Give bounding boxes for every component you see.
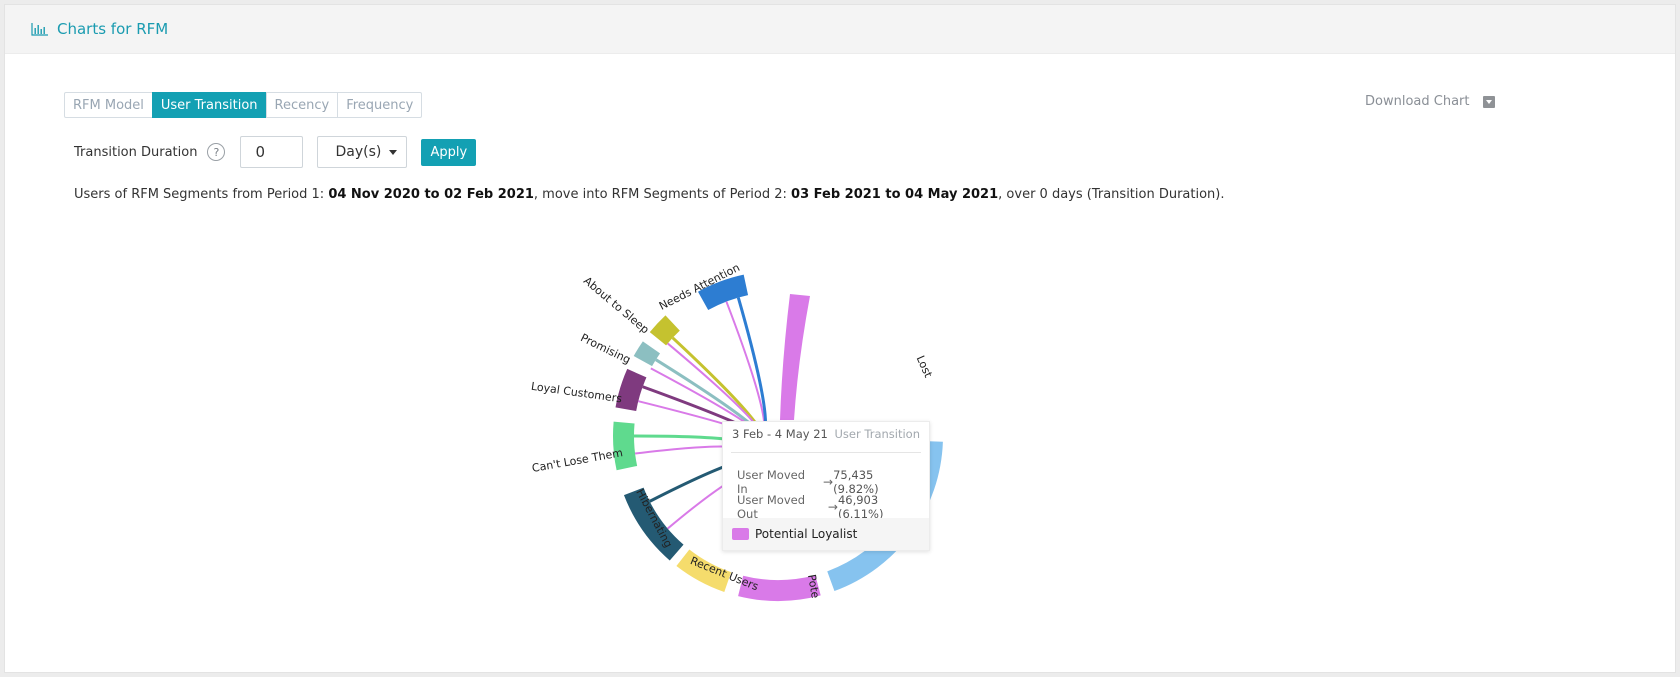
tooltip-legend: Potential Loyalist <box>723 518 929 550</box>
download-chart-button[interactable]: Download Chart <box>1365 94 1496 109</box>
arrow-right-icon: → <box>823 474 834 489</box>
desc-text-3: , over 0 days (Transition Duration). <box>998 187 1225 202</box>
moved-in-label: User Moved In <box>737 467 806 496</box>
tab-recency[interactable]: Recency <box>265 92 339 118</box>
chord-label-loyal-customers: Loyal Customers <box>530 380 623 406</box>
transition-duration-row: Transition Duration ? Day(s) Apply <box>74 136 477 168</box>
period-1: 04 Nov 2020 to 02 Feb 2021 <box>328 187 534 202</box>
panel-header: Charts for RFM <box>5 5 1675 54</box>
tooltip-type: User Transition <box>834 427 920 441</box>
period-2: 03 Feb 2021 to 04 May 2021 <box>791 187 999 202</box>
chart-tooltip: 3 Feb - 4 May 21 User Transition User Mo… <box>722 421 930 551</box>
transition-duration-label: Transition Duration <box>74 144 198 160</box>
tab-frequency[interactable]: Frequency <box>337 92 423 118</box>
tooltip-moved-in-row: User Moved In → 75,435 (9.82%) <box>723 467 929 496</box>
chord-arc-needs-attention[interactable] <box>698 274 749 311</box>
tab-user-transition[interactable]: User Transition <box>151 92 267 118</box>
moved-out-value: 46,903 (6.11%) <box>837 492 884 521</box>
duration-unit-value: Day(s) <box>335 144 382 160</box>
download-chart-label: Download Chart <box>1365 94 1470 109</box>
help-icon[interactable]: ? <box>207 143 226 161</box>
tab-rfm-model[interactable]: RFM Model <box>64 92 153 118</box>
panel-title: Charts for RFM <box>57 20 169 38</box>
desc-text-1: Users of RFM Segments from Period 1: <box>74 187 329 202</box>
chord-arc-recent-users[interactable] <box>676 549 732 593</box>
tooltip-segment: Potential Loyalist <box>755 527 858 541</box>
chord-arc-about-to-sleep[interactable] <box>649 315 680 346</box>
chord-label-lost: Lost <box>914 354 935 381</box>
moved-in-value: 75,435 (9.82%) <box>833 467 879 496</box>
chord-arc-hibernating[interactable] <box>623 487 684 561</box>
moved-out-label: User Moved Out <box>737 492 806 521</box>
chord-arc-can-t-lose-them[interactable] <box>612 421 638 471</box>
arrow-right-icon: → <box>827 499 838 514</box>
chord-arc-pote[interactable] <box>738 575 821 601</box>
chord-label-promising: Promising <box>578 331 632 366</box>
dropdown-square-icon[interactable] <box>1483 95 1496 108</box>
legend-swatch <box>732 528 749 540</box>
chord-label-pote: Pote <box>805 573 822 599</box>
chord-ribbon-lost-to-potential <box>780 294 810 420</box>
chord-label-about-to-sleep: About to Sleep <box>581 274 652 336</box>
tooltip-range: 3 Feb - 4 May 21 <box>732 427 828 441</box>
chord-label-can-t-lose-them: Can't Lose Them <box>531 446 624 475</box>
chord-arc-promising[interactable] <box>633 341 661 367</box>
transition-description: Users of RFM Segments from Period 1: 04 … <box>74 187 1225 202</box>
tooltip-moved-out-row: User Moved Out → 46,903 (6.11%) <box>723 492 929 521</box>
apply-button[interactable]: Apply <box>421 138 477 166</box>
duration-input[interactable] <box>240 136 304 168</box>
duration-unit-select[interactable]: Day(s) <box>317 136 408 168</box>
desc-text-2: , move into RFM Segments of Period 2: <box>533 187 792 202</box>
chart-tabs: RFM Model User Transition Recency Freque… <box>64 92 423 118</box>
chord-arc-loyal-customers[interactable] <box>615 368 647 411</box>
bar-chart-icon <box>31 22 49 36</box>
caret-down-icon <box>389 149 398 155</box>
tooltip-divider <box>731 452 921 453</box>
